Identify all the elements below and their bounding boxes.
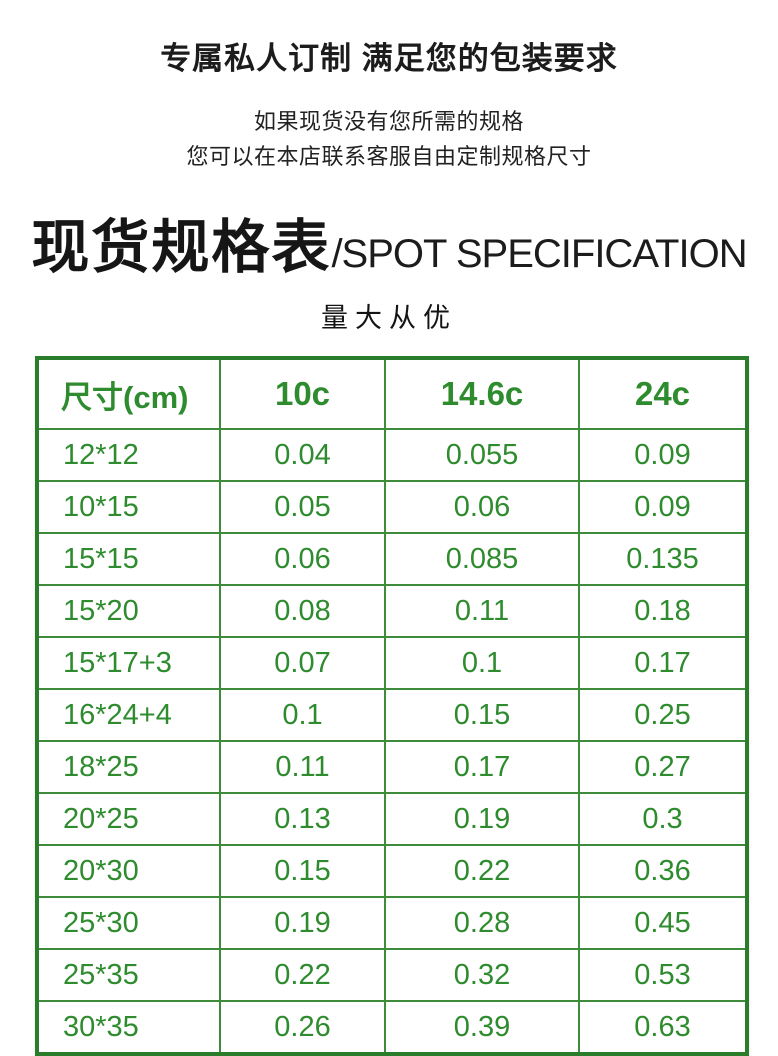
price-cell: 0.32 [384, 948, 580, 1002]
price-cell: 0.53 [578, 948, 748, 1002]
column-header-14-6c: 14.6c [384, 357, 580, 430]
price-cell: 0.085 [384, 532, 580, 586]
price-cell: 0.11 [219, 740, 386, 794]
price-cell: 0.05 [219, 480, 386, 534]
price-cell: 0.45 [578, 896, 748, 950]
price-cell: 0.04 [219, 428, 386, 482]
size-cell: 15*17+3 [36, 636, 221, 690]
price-cell: 0.3 [578, 792, 748, 846]
price-cell: 0.1 [384, 636, 580, 690]
main-title: 专属私人订制 满足您的包装要求 [160, 41, 618, 76]
size-cell: 18*25 [36, 740, 221, 794]
section-heading-en: /SPOT SPECIFICATION [331, 232, 747, 276]
size-cell: 15*15 [36, 532, 221, 586]
table-row: 25*30 0.19 0.28 0.45 [36, 896, 748, 950]
column-header-10c: 10c [219, 357, 386, 430]
price-cell: 0.18 [578, 584, 748, 638]
price-cell: 0.39 [384, 1000, 580, 1055]
promo-header: 专属私人订制 满足您的包装要求 如果现货没有您所需的规格 您可以在本店联系客服自… [0, 0, 778, 335]
price-cell: 0.63 [578, 1000, 748, 1055]
size-cell: 20*30 [36, 844, 221, 898]
spec-table-body: 12*12 0.04 0.055 0.09 10*15 0.05 0.06 0.09 15*15… [36, 428, 748, 1055]
price-cell: 0.08 [219, 584, 386, 638]
table-row: 15*15 0.06 0.085 0.135 [36, 532, 748, 586]
table-row: 30*35 0.26 0.39 0.63 [36, 1000, 748, 1055]
price-cell: 0.36 [578, 844, 748, 898]
table-row: 20*25 0.13 0.19 0.3 [36, 792, 748, 846]
table-row: 12*12 0.04 0.055 0.09 [36, 428, 748, 482]
size-cell: 16*24+4 [36, 688, 221, 742]
size-cell: 10*15 [36, 480, 221, 534]
subtitle: 如果现货没有您所需的规格 您可以在本店联系客服自由定制规格尺寸 [0, 104, 778, 174]
size-cell: 30*35 [36, 1000, 221, 1055]
price-cell: 0.11 [384, 584, 580, 638]
table-row: 20*30 0.15 0.22 0.36 [36, 844, 748, 898]
price-cell: 0.06 [384, 480, 580, 534]
section-heading: 现货规格表/SPOT SPECIFICATION [0, 200, 778, 284]
column-header-size: 尺寸(cm) [36, 357, 221, 430]
price-cell: 0.27 [578, 740, 748, 794]
price-cell: 0.15 [384, 688, 580, 742]
subtitle-line-1: 如果现货没有您所需的规格 [253, 109, 524, 134]
size-cell: 20*25 [36, 792, 221, 846]
price-cell: 0.22 [384, 844, 580, 898]
table-row: 15*17+3 0.07 0.1 0.17 [36, 636, 748, 690]
table-row: 25*35 0.22 0.32 0.53 [36, 948, 748, 1002]
spec-table: 尺寸(cm) 10c 14.6c 24c 12*12 0.04 0.055 0.09 1… [35, 356, 749, 1056]
header-row: 尺寸(cm) 10c 14.6c 24c [36, 357, 748, 430]
price-cell: 0.07 [219, 636, 386, 690]
size-cell: 25*35 [36, 948, 221, 1002]
table-row: 16*24+4 0.1 0.15 0.25 [36, 688, 748, 742]
price-cell: 0.135 [578, 532, 748, 586]
price-cell: 0.26 [219, 1000, 386, 1055]
table-row: 15*20 0.08 0.11 0.18 [36, 584, 748, 638]
size-cell: 25*30 [36, 896, 221, 950]
price-cell: 0.09 [578, 480, 748, 534]
price-cell: 0.17 [578, 636, 748, 690]
table-row: 18*25 0.11 0.17 0.27 [36, 740, 748, 794]
price-cell: 0.055 [384, 428, 580, 482]
price-cell: 0.09 [578, 428, 748, 482]
tagline: 量大从优 [321, 303, 457, 333]
size-cell: 12*12 [36, 428, 221, 482]
size-cell: 15*20 [36, 584, 221, 638]
price-cell: 0.28 [384, 896, 580, 950]
section-heading-cn: 现货规格表 [31, 215, 332, 280]
price-cell: 0.15 [219, 844, 386, 898]
price-cell: 0.22 [219, 948, 386, 1002]
subtitle-line-2: 您可以在本店联系客服自由定制规格尺寸 [186, 144, 592, 169]
price-cell: 0.25 [578, 688, 748, 742]
spec-table-header: 尺寸(cm) 10c 14.6c 24c [36, 357, 748, 430]
price-cell: 0.13 [219, 792, 386, 846]
price-cell: 0.06 [219, 532, 386, 586]
price-cell: 0.19 [384, 792, 580, 846]
price-cell: 0.1 [219, 688, 386, 742]
column-header-24c: 24c [578, 357, 748, 430]
table-row: 10*15 0.05 0.06 0.09 [36, 480, 748, 534]
price-cell: 0.19 [219, 896, 386, 950]
price-cell: 0.17 [384, 740, 580, 794]
